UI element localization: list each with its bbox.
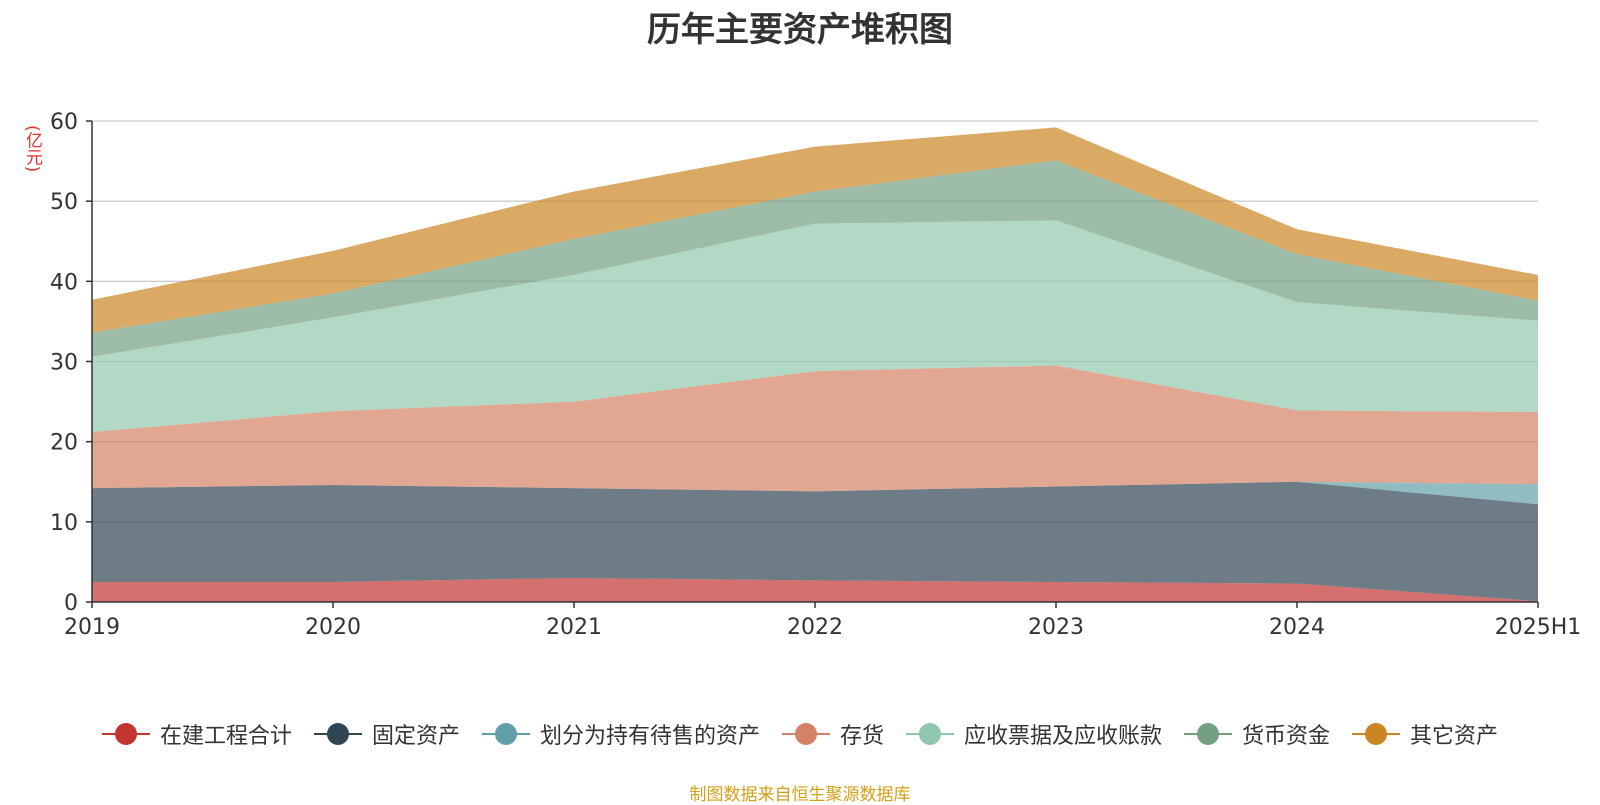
x-tick-label: 2025H1 xyxy=(1495,615,1582,640)
x-tick-label: 2021 xyxy=(546,615,602,640)
area-series xyxy=(92,365,1538,492)
legend-label: 固定资产 xyxy=(371,724,460,749)
x-tick-label: 2019 xyxy=(64,615,120,640)
legend-marker-icon xyxy=(781,722,830,746)
area-series xyxy=(92,481,1538,602)
legend-item[interactable]: 存货 xyxy=(781,718,884,750)
y-tick-label: 40 xyxy=(50,270,78,295)
chart-title: 历年主要资产堆积图 xyxy=(647,10,953,50)
legend-label: 货币资金 xyxy=(1242,724,1331,749)
area-series xyxy=(92,160,1538,357)
legend-label: 划分为持有待售的资产 xyxy=(539,724,760,749)
legend-marker-icon xyxy=(101,722,150,746)
area-series xyxy=(92,481,1538,505)
area-series xyxy=(92,127,1538,333)
data-source-note: 制图数据来自恒生聚源数据库 xyxy=(689,785,911,805)
legend-item[interactable]: 划分为持有待售的资产 xyxy=(481,718,760,750)
x-tick-label: 2023 xyxy=(1028,615,1084,640)
legend-label: 存货 xyxy=(839,724,884,749)
legend-label: 其它资产 xyxy=(1410,724,1499,749)
legend-item[interactable]: 其它资产 xyxy=(1352,718,1498,750)
legend-label: 在建工程合计 xyxy=(159,724,292,749)
legend-label: 应收票据及应收账款 xyxy=(964,724,1163,749)
x-tick-label: 2020 xyxy=(305,615,361,640)
legend-marker-icon xyxy=(481,722,530,746)
legend-marker-icon xyxy=(313,722,362,746)
legend-item[interactable]: 固定资产 xyxy=(313,718,460,750)
chart-legend: 在建工程合计 固定资产 划分为持有待售的资产 存货 应收票据及应收账款 货币资金 其它资产 xyxy=(0,718,1600,750)
legend-item[interactable]: 货币资金 xyxy=(1184,718,1330,750)
area-series xyxy=(92,577,1538,602)
area-series xyxy=(92,220,1538,433)
legend-item[interactable]: 应收票据及应收账款 xyxy=(906,718,1162,750)
y-tick-label: 10 xyxy=(50,511,78,536)
y-tick-label: 0 xyxy=(64,591,78,616)
legend-item[interactable]: 在建工程合计 xyxy=(101,718,292,750)
y-axis-unit-label: (亿元) xyxy=(22,125,42,173)
y-tick-label: 50 xyxy=(50,190,78,215)
legend-marker-icon xyxy=(1352,722,1401,746)
y-tick-label: 60 xyxy=(50,110,78,135)
y-tick-label: 20 xyxy=(50,431,78,456)
legend-marker-icon xyxy=(1184,722,1233,746)
legend-marker-icon xyxy=(906,722,954,746)
y-tick-label: 30 xyxy=(50,351,78,376)
x-tick-label: 2024 xyxy=(1269,615,1325,640)
x-tick-label: 2022 xyxy=(787,615,843,640)
